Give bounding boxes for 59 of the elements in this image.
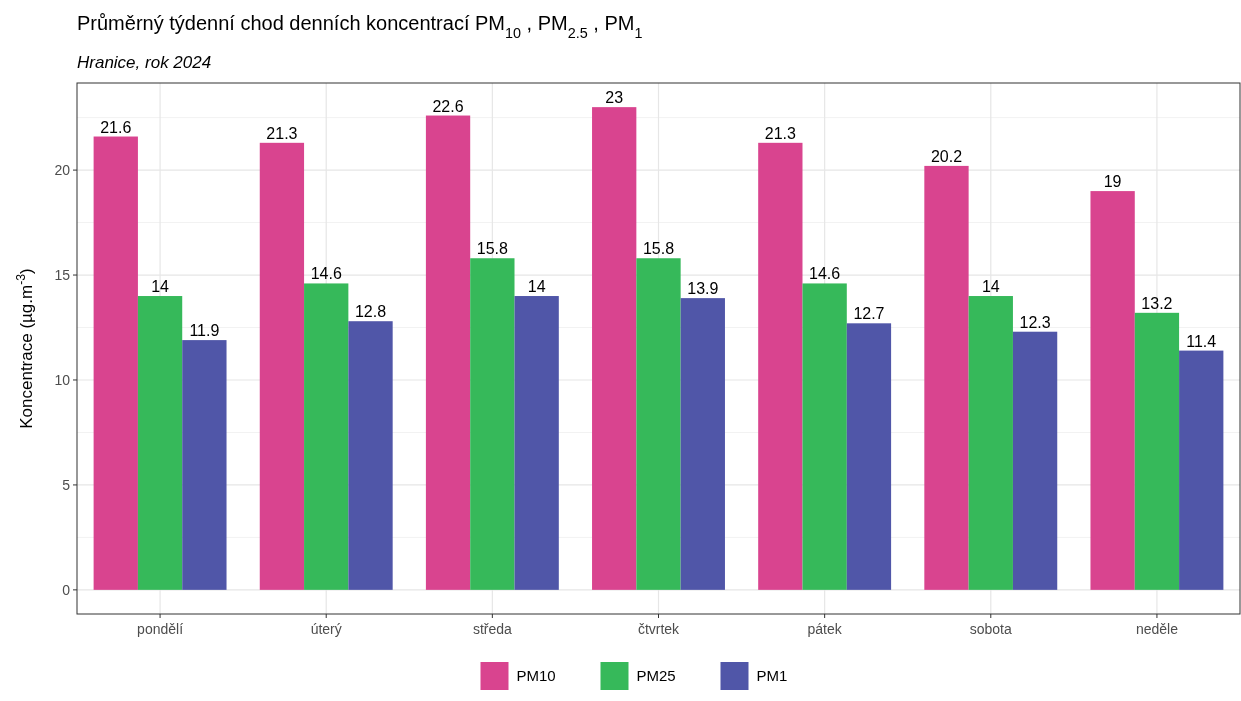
bar (514, 296, 559, 590)
legend-label: PM1 (756, 667, 788, 685)
bar (137, 296, 183, 590)
y-tick-label: 20 (54, 162, 71, 178)
data-label: 21.3 (764, 124, 797, 142)
bar (1090, 191, 1135, 590)
x-tick-label: sobota (969, 621, 1013, 637)
data-label: 19 (1103, 173, 1122, 191)
data-label: 20.2 (930, 147, 963, 165)
data-label: 14 (527, 278, 546, 296)
bar (592, 107, 637, 590)
data-label: 12.8 (354, 303, 387, 321)
data-label: 21.6 (100, 118, 132, 136)
bar (680, 298, 725, 590)
bar (636, 258, 681, 590)
data-label: 12.7 (853, 305, 885, 323)
bar (470, 258, 515, 590)
bar (348, 321, 393, 590)
bar (304, 283, 349, 590)
data-label: 23 (605, 89, 624, 107)
data-label: 22.6 (432, 97, 464, 115)
bar (1012, 331, 1058, 590)
x-tick-label: čtvrtek (637, 621, 681, 637)
x-tick-label: úterý (310, 621, 342, 637)
y-tick-label: 15 (54, 266, 71, 283)
x-tick-label: neděle (1135, 621, 1179, 637)
chart-title: Průměrný týdenní chod denních koncentrací PM$_{10}$ , PM$_{2.5}$ , PM$_{1}$ (77, 12, 643, 41)
data-label: 14 (151, 278, 170, 296)
data-label: 15.8 (642, 240, 675, 258)
chart-subtitle: Hranice, rok 2024 (77, 53, 212, 72)
legend-label: PM10 (516, 667, 556, 685)
bar (93, 136, 138, 590)
x-tick-label: středa (472, 621, 513, 637)
bar (846, 323, 892, 590)
y-tick-label: 10 (54, 371, 71, 388)
legend-label: PM25 (636, 667, 676, 685)
data-label: 21.3 (266, 124, 298, 142)
x-tick-label: pátek (807, 621, 843, 637)
bar (924, 165, 969, 590)
bar (182, 340, 227, 590)
bar (259, 142, 305, 590)
bar (968, 296, 1013, 590)
data-label: 14 (981, 278, 1000, 296)
data-label: 14.6 (809, 265, 841, 283)
data-label: 11.4 (1186, 332, 1217, 350)
data-label: 13.9 (687, 280, 719, 298)
data-label: 11.9 (189, 322, 220, 340)
bar (1179, 350, 1224, 590)
y-tick-label: 5 (62, 476, 71, 493)
data-label: 12.3 (1019, 313, 1051, 331)
bar (758, 142, 803, 590)
data-label: 15.8 (476, 240, 509, 258)
data-label: 13.2 (1141, 294, 1173, 312)
data-label: 14.6 (310, 265, 342, 283)
y-tick-label: 0 (62, 581, 71, 598)
bar (425, 115, 471, 590)
x-tick-label: pondělí (137, 621, 184, 637)
bar (1134, 312, 1180, 590)
bar (802, 283, 847, 590)
